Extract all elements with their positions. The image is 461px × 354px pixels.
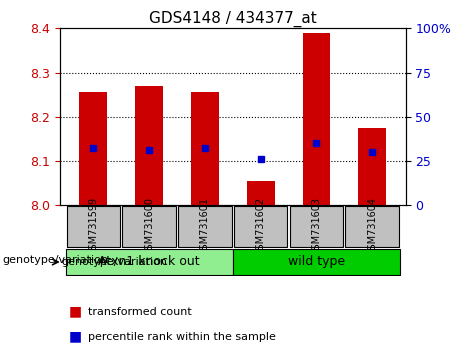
- Text: GSM731599: GSM731599: [89, 197, 98, 256]
- Text: percentile rank within the sample: percentile rank within the sample: [88, 332, 276, 342]
- Text: GSM731604: GSM731604: [367, 197, 377, 256]
- Text: GSM731602: GSM731602: [256, 197, 266, 256]
- Bar: [247, 181, 275, 205]
- Text: ■: ■: [69, 329, 82, 343]
- Title: GDS4148 / 434377_at: GDS4148 / 434377_at: [149, 11, 317, 27]
- Bar: [135, 86, 163, 205]
- Text: GSM731601: GSM731601: [200, 197, 210, 256]
- FancyBboxPatch shape: [233, 249, 400, 275]
- FancyBboxPatch shape: [234, 206, 288, 247]
- Bar: [79, 92, 107, 205]
- Text: Atxn1 knock out: Atxn1 knock out: [98, 256, 200, 268]
- Text: ■: ■: [69, 304, 82, 318]
- Text: genotype/variation: genotype/variation: [61, 257, 167, 267]
- FancyBboxPatch shape: [67, 206, 120, 247]
- FancyBboxPatch shape: [65, 249, 233, 275]
- FancyBboxPatch shape: [290, 206, 343, 247]
- Bar: [358, 128, 386, 205]
- Bar: [191, 92, 219, 205]
- FancyBboxPatch shape: [122, 206, 176, 247]
- Text: genotype/variation: genotype/variation: [2, 255, 108, 265]
- FancyBboxPatch shape: [178, 206, 232, 247]
- Text: wild type: wild type: [288, 256, 345, 268]
- Text: GSM731603: GSM731603: [312, 197, 321, 256]
- Text: transformed count: transformed count: [88, 307, 191, 317]
- FancyBboxPatch shape: [345, 206, 399, 247]
- Bar: [302, 33, 331, 205]
- Text: GSM731600: GSM731600: [144, 197, 154, 256]
